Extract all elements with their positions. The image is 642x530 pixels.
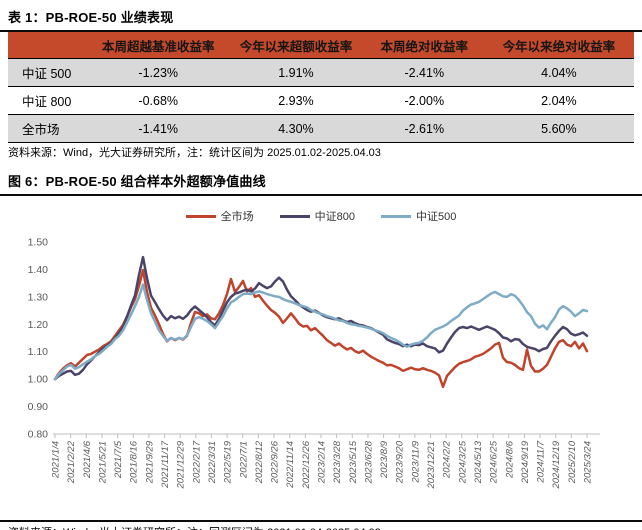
cell-value: -2.41% <box>364 58 484 87</box>
x-tick-label: 2022/12/26 <box>301 440 312 489</box>
legend-label: 全市场 <box>220 211 254 223</box>
x-tick-label: 2023/2/14 <box>317 441 328 484</box>
x-tick-label: 2022/11/14 <box>285 441 296 489</box>
x-tick-label: 2021/2/22 <box>66 440 77 484</box>
chart-source-note: 资料来源：Wind，光大证券研究所；注：回测区间为 2021.01.04-202… <box>0 520 642 530</box>
x-tick-label: 2021/9/29 <box>144 440 155 484</box>
x-tick-label: 2021/5/21 <box>97 441 108 484</box>
table-source-note: 资料来源：Wind，光大证券研究所，注：统计区间为 2025.01.02-202… <box>8 147 381 159</box>
x-tick-label: 2024/2/2 <box>442 440 453 479</box>
performance-table: 本周超越基准收益率 今年以来超额收益率 本周绝对收益率 今年以来绝对收益率 中证 50… <box>8 32 634 143</box>
legend-item: 中证800 <box>279 208 355 224</box>
x-tick-label: 2023/8/9 <box>379 440 390 479</box>
x-tick-label: 2024/12/19 <box>551 440 562 489</box>
y-tick-label: 1.40 <box>28 264 49 276</box>
table-row: 中证 800 -0.68% 2.93% -2.00% 2.04% <box>8 86 634 115</box>
y-tick-label: 1.20 <box>28 319 49 331</box>
legend-item: 全市场 <box>185 208 254 224</box>
y-tick-label: 1.00 <box>28 374 49 386</box>
cell-value: -2.00% <box>364 86 484 115</box>
x-tick-label: 2023/11/9 <box>410 440 421 483</box>
legend-item: 中证500 <box>381 208 456 224</box>
cell-value: 4.04% <box>483 58 634 87</box>
x-tick-label: 2022/8/12 <box>254 440 265 484</box>
x-tick-label: 2023/12/21 <box>426 441 437 490</box>
x-tick-label: 2021/7/5 <box>113 440 124 479</box>
cell-value: -1.23% <box>89 58 228 87</box>
column-header: 本周绝对收益率 <box>364 32 484 59</box>
series-line <box>53 268 589 389</box>
table-title: 表 1：PB-ROE-50 业绩表现 <box>0 4 642 32</box>
legend-swatch <box>381 214 411 218</box>
column-header: 今年以来超额收益率 <box>227 32 365 59</box>
x-tick-label: 2023/3/28 <box>332 440 343 484</box>
x-tick-label: 2021/1/4 <box>51 441 62 479</box>
legend-swatch <box>279 214 310 218</box>
x-tick-label: 2022/5/19 <box>223 440 234 484</box>
x-tick-label: 2024/5/13 <box>473 440 484 484</box>
column-header <box>8 32 90 59</box>
cell-value: 1.91% <box>227 58 365 87</box>
cell-value: 2.93% <box>227 86 365 115</box>
x-tick-label: 2022/3/31 <box>207 441 218 484</box>
chart-section: 图 6：PB-ROE-50 组合样本外超额净值曲线 全市场 中证800 中证500 … <box>0 168 642 530</box>
x-tick-label: 2021/8/16 <box>129 440 140 484</box>
line-chart: 2021/1/4 2021/2/22 2021/4/6 2021/5/21 2021/7… <box>28 237 600 490</box>
table-row: 中证 500 -1.23% 1.91% -2.41% 4.04% <box>8 58 634 87</box>
x-tick-label: 2022/7/1 <box>238 441 249 479</box>
y-tick-label: 1.10 <box>28 346 49 358</box>
x-tick-label: 2024/11/7 <box>536 440 547 483</box>
row-label: 中证 500 <box>8 58 90 87</box>
chart-title: 图 6：PB-ROE-50 组合样本外超额净值曲线 <box>0 168 642 196</box>
x-tick-label: 2021/4/6 <box>82 440 93 479</box>
row-label: 全市场 <box>8 114 90 143</box>
column-header: 今年以来绝对收益率 <box>483 32 634 59</box>
x-tick-label: 2023/5/15 <box>348 440 359 484</box>
x-tick-label: 2021/12/29 <box>176 440 187 489</box>
column-header: 本周超越基准收益率 <box>89 32 228 59</box>
y-tick-label: 1.50 <box>28 237 49 249</box>
x-tick-label: 2021/11/17 <box>160 440 171 489</box>
x-tick-label: 2024/8/6 <box>504 440 515 479</box>
table-header-row: 本周超越基准收益率 今年以来超额收益率 本周绝对收益率 今年以来绝对收益率 <box>8 32 634 59</box>
x-tick-label: 2022/2/17 <box>191 440 202 484</box>
cell-value: -1.41% <box>89 114 228 143</box>
chart-canvas: 全市场 中证800 中证500 2021/1/4 2021/2/22 2021/4/6 2… <box>0 196 642 520</box>
legend-label: 中证500 <box>416 211 457 223</box>
y-tick-label: 1.30 <box>28 291 49 303</box>
table-row: 全市场 -1.41% 4.30% -2.61% 5.60% <box>8 114 634 143</box>
x-tick-label: 2022/9/26 <box>270 440 281 484</box>
cell-value: 4.30% <box>227 114 365 143</box>
legend-label: 中证800 <box>314 211 355 223</box>
y-tick-label: 0.80 <box>28 429 49 441</box>
x-tick-label: 2024/3/25 <box>457 440 468 484</box>
table-section: 表 1：PB-ROE-50 业绩表现 本周超越基准收益率 今年以来超额收益率 本周绝… <box>0 4 642 162</box>
legend-swatch <box>185 214 216 218</box>
x-tick-label: 2024/9/19 <box>520 440 531 484</box>
x-tick-label: 2025/3/24 <box>583 441 594 484</box>
x-tick-label: 2023/9/20 <box>395 440 406 484</box>
cell-value: 2.04% <box>483 86 634 115</box>
cell-value: 5.60% <box>483 114 634 143</box>
x-tick-label: 2024/6/25 <box>489 440 500 484</box>
y-tick-label: 0.90 <box>28 401 49 413</box>
series-line <box>53 283 589 381</box>
row-label: 中证 800 <box>8 86 90 115</box>
x-tick-label: 2025/2/10 <box>567 440 578 484</box>
cell-value: -2.61% <box>364 114 484 143</box>
chart-legend: 全市场 中证800 中证500 <box>0 208 642 224</box>
x-tick-label: 2023/6/28 <box>363 440 374 484</box>
cell-value: -0.68% <box>89 86 228 115</box>
